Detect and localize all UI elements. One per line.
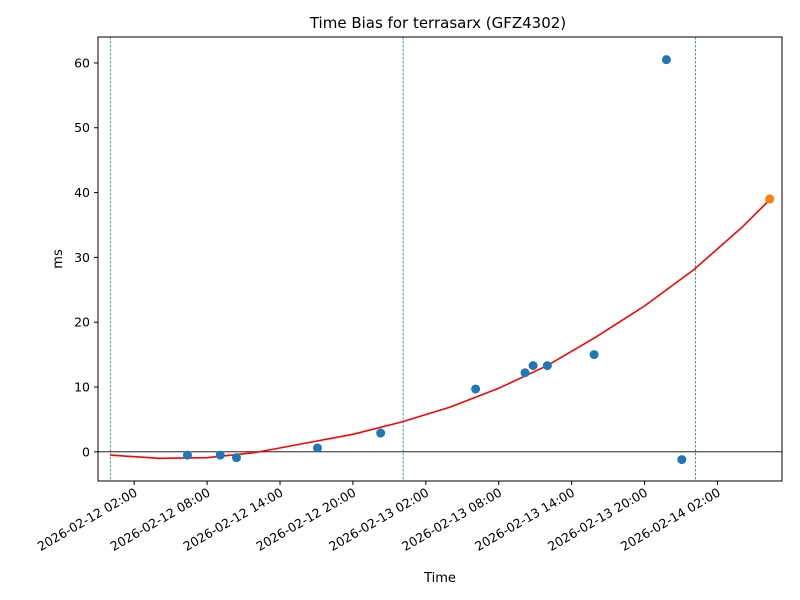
x-axis-label: Time [423,571,456,586]
y-tick-label: 30 [74,250,90,265]
data-point [471,384,481,394]
data-point [215,450,225,460]
data-point [528,361,538,371]
data-point [231,453,241,463]
y-tick-label: 10 [74,380,90,395]
chart-title: Time Bias for terrasarx (GFZ4302) [309,14,566,32]
y-tick-label: 60 [74,55,90,70]
data-point [765,194,775,204]
y-tick-label: 0 [82,444,90,459]
plot-frame [97,36,783,482]
y-axis-label: ms [51,249,66,269]
data-point [312,443,322,453]
data-point [376,428,386,438]
fit-curve [110,199,771,460]
y-tick-label: 20 [74,315,90,330]
plot-area [98,37,782,481]
data-point [182,450,192,460]
data-point [677,455,687,465]
data-point [589,350,599,360]
data-point [661,55,671,65]
data-point [520,368,530,378]
data-point [542,361,552,371]
y-tick-label: 40 [74,185,90,200]
y-tick-label: 50 [74,120,90,135]
